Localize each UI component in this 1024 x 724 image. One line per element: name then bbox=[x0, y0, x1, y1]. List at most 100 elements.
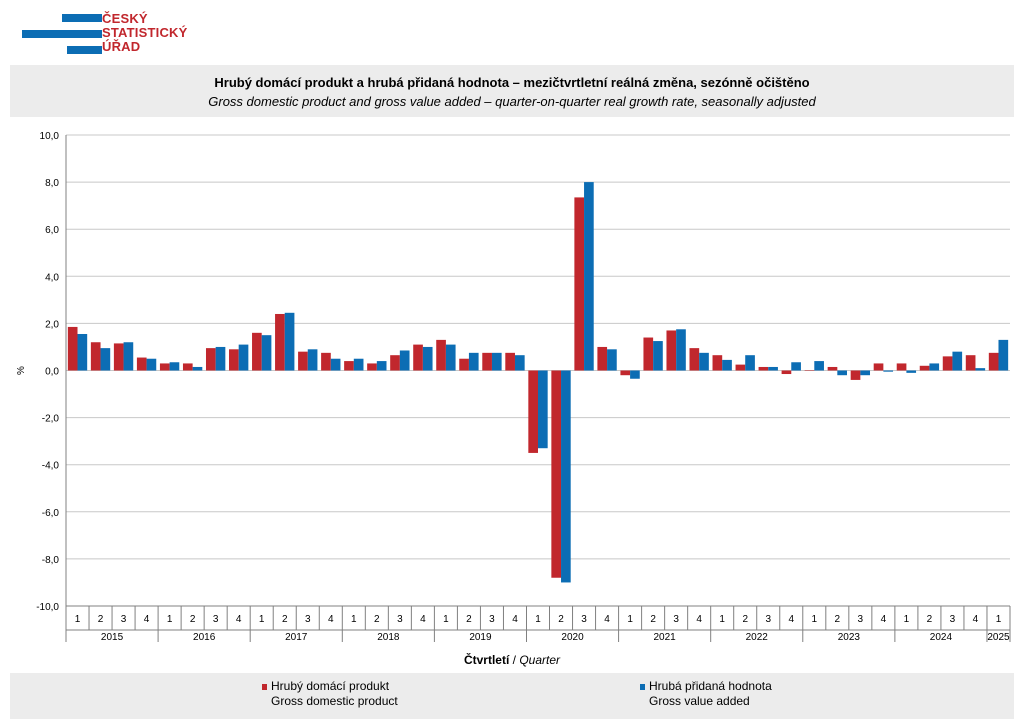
logo-line: STATISTICKÝ bbox=[102, 25, 188, 40]
bar-gva bbox=[399, 350, 410, 371]
y-tick-label: 10,0 bbox=[40, 131, 60, 142]
logo-line: ČESKÝ bbox=[102, 11, 148, 26]
bar-gva bbox=[491, 352, 502, 371]
bar-gva bbox=[952, 351, 963, 371]
x-tick-label-quarter: 2 bbox=[98, 614, 104, 625]
y-tick-label: 0,0 bbox=[45, 367, 59, 378]
x-axis-title-cz: Čtvrtletí bbox=[463, 653, 510, 667]
logo-bar bbox=[67, 46, 102, 54]
bar-gdp bbox=[735, 364, 746, 371]
bar-gdp bbox=[344, 361, 354, 371]
y-tick-label: 8,0 bbox=[45, 178, 59, 189]
x-axis-title-separator: / bbox=[509, 653, 520, 667]
logo: ČESKÝ STATISTICKÝ ÚŘAD bbox=[22, 10, 202, 58]
bar-gdp bbox=[551, 370, 562, 578]
bar-gdp bbox=[988, 352, 999, 371]
bar-gdp bbox=[67, 326, 78, 371]
bar-gva bbox=[284, 312, 295, 371]
x-tick-label-quarter: 1 bbox=[351, 614, 357, 625]
y-tick-label: -8,0 bbox=[42, 555, 60, 566]
bar-gva bbox=[722, 359, 732, 371]
bar-gdp bbox=[965, 355, 976, 371]
x-tick-label-quarter: 4 bbox=[696, 614, 702, 625]
bar-gva bbox=[653, 341, 663, 371]
x-tick-label-quarter: 4 bbox=[144, 614, 150, 625]
bar-gva bbox=[860, 370, 871, 376]
x-tick-label-quarter: 2 bbox=[650, 614, 656, 625]
x-tick-label-year: 2019 bbox=[469, 632, 492, 643]
bar-gdp bbox=[804, 370, 815, 371]
bar-gdp bbox=[459, 358, 469, 371]
legend-label-gva-en: Gross value added bbox=[649, 694, 750, 708]
bar-gva bbox=[192, 366, 203, 371]
bar-gva bbox=[768, 366, 778, 371]
bar-gva bbox=[468, 352, 479, 371]
x-tick-label-quarter: 3 bbox=[858, 614, 864, 625]
bar-gdp bbox=[275, 313, 285, 371]
x-tick-label-quarter: 2 bbox=[927, 614, 933, 625]
y-tick-label: -2,0 bbox=[42, 414, 60, 425]
bar-gva bbox=[123, 342, 134, 371]
x-tick-label-quarter: 4 bbox=[512, 614, 518, 625]
logo-bar bbox=[62, 14, 102, 22]
legend-swatch-gdp bbox=[262, 684, 267, 690]
legend-label-gva: Hrubá přidaná hodnota Gross value added bbox=[649, 679, 772, 709]
bar-gva bbox=[929, 363, 940, 371]
legend-label-gdp-cz: Hrubý domácí produkt bbox=[271, 679, 390, 693]
bar-gdp bbox=[159, 363, 170, 371]
x-tick-label-quarter: 4 bbox=[604, 614, 610, 625]
bar-gva bbox=[215, 346, 226, 371]
bar-gva bbox=[330, 358, 341, 371]
y-tick-label: 2,0 bbox=[45, 319, 59, 330]
bar-gva bbox=[699, 352, 709, 371]
x-tick-label-quarter: 1 bbox=[904, 614, 910, 625]
bar-gdp bbox=[574, 197, 585, 371]
logo-bar bbox=[22, 30, 102, 38]
bar-gva bbox=[77, 333, 88, 371]
bar-gdp bbox=[205, 348, 216, 371]
x-tick-label-year: 2018 bbox=[377, 632, 400, 643]
bar-gdp bbox=[182, 363, 193, 371]
x-tick-label-year: 2025 bbox=[987, 632, 1010, 643]
x-tick-label-quarter: 1 bbox=[627, 614, 633, 625]
bar-gva bbox=[238, 344, 249, 371]
x-tick-label-year: 2017 bbox=[285, 632, 308, 643]
bar-gdp bbox=[436, 339, 446, 371]
legend-label-gva-cz: Hrubá přidaná hodnota bbox=[649, 679, 772, 693]
x-tick-label-quarter: 1 bbox=[812, 614, 818, 625]
bar-gva bbox=[998, 339, 1009, 371]
bar-gdp bbox=[643, 337, 654, 371]
chart-title-box: Hrubý domácí produkt a hrubá přidaná hod… bbox=[10, 65, 1014, 117]
bar-gva bbox=[906, 370, 917, 373]
bar-gva bbox=[561, 370, 571, 583]
chart-title-cz: Hrubý domácí produkt a hrubá přidaná hod… bbox=[214, 75, 810, 90]
bar-gdp bbox=[113, 343, 124, 371]
bar-gdp bbox=[136, 357, 147, 371]
x-tick-label-quarter: 4 bbox=[788, 614, 794, 625]
x-tick-label-quarter: 1 bbox=[535, 614, 541, 625]
x-tick-label-quarter: 3 bbox=[397, 614, 403, 625]
x-tick-label-quarter: 1 bbox=[443, 614, 449, 625]
bar-gdp bbox=[919, 365, 930, 371]
x-tick-label-year: 2020 bbox=[561, 632, 584, 643]
bar-gva bbox=[745, 355, 755, 371]
x-tick-label-quarter: 2 bbox=[835, 614, 841, 625]
bar-gva bbox=[975, 368, 986, 371]
x-tick-label-quarter: 1 bbox=[75, 614, 81, 625]
bar-gdp bbox=[229, 349, 239, 371]
bar-gva bbox=[630, 370, 640, 379]
bar-gva bbox=[814, 361, 824, 371]
bar-gva bbox=[100, 348, 111, 371]
x-tick-label-quarter: 1 bbox=[259, 614, 265, 625]
bar-gdp bbox=[896, 363, 907, 371]
bar-gva bbox=[422, 346, 433, 371]
bar-gva bbox=[607, 349, 617, 371]
x-tick-label-quarter: 4 bbox=[236, 614, 242, 625]
x-tick-label-quarter: 3 bbox=[581, 614, 587, 625]
y-tick-label: -6,0 bbox=[42, 508, 60, 519]
bar-gdp bbox=[758, 366, 769, 371]
bar-gdp bbox=[597, 346, 608, 371]
bar-gva bbox=[538, 370, 548, 449]
x-tick-label-quarter: 4 bbox=[881, 614, 887, 625]
